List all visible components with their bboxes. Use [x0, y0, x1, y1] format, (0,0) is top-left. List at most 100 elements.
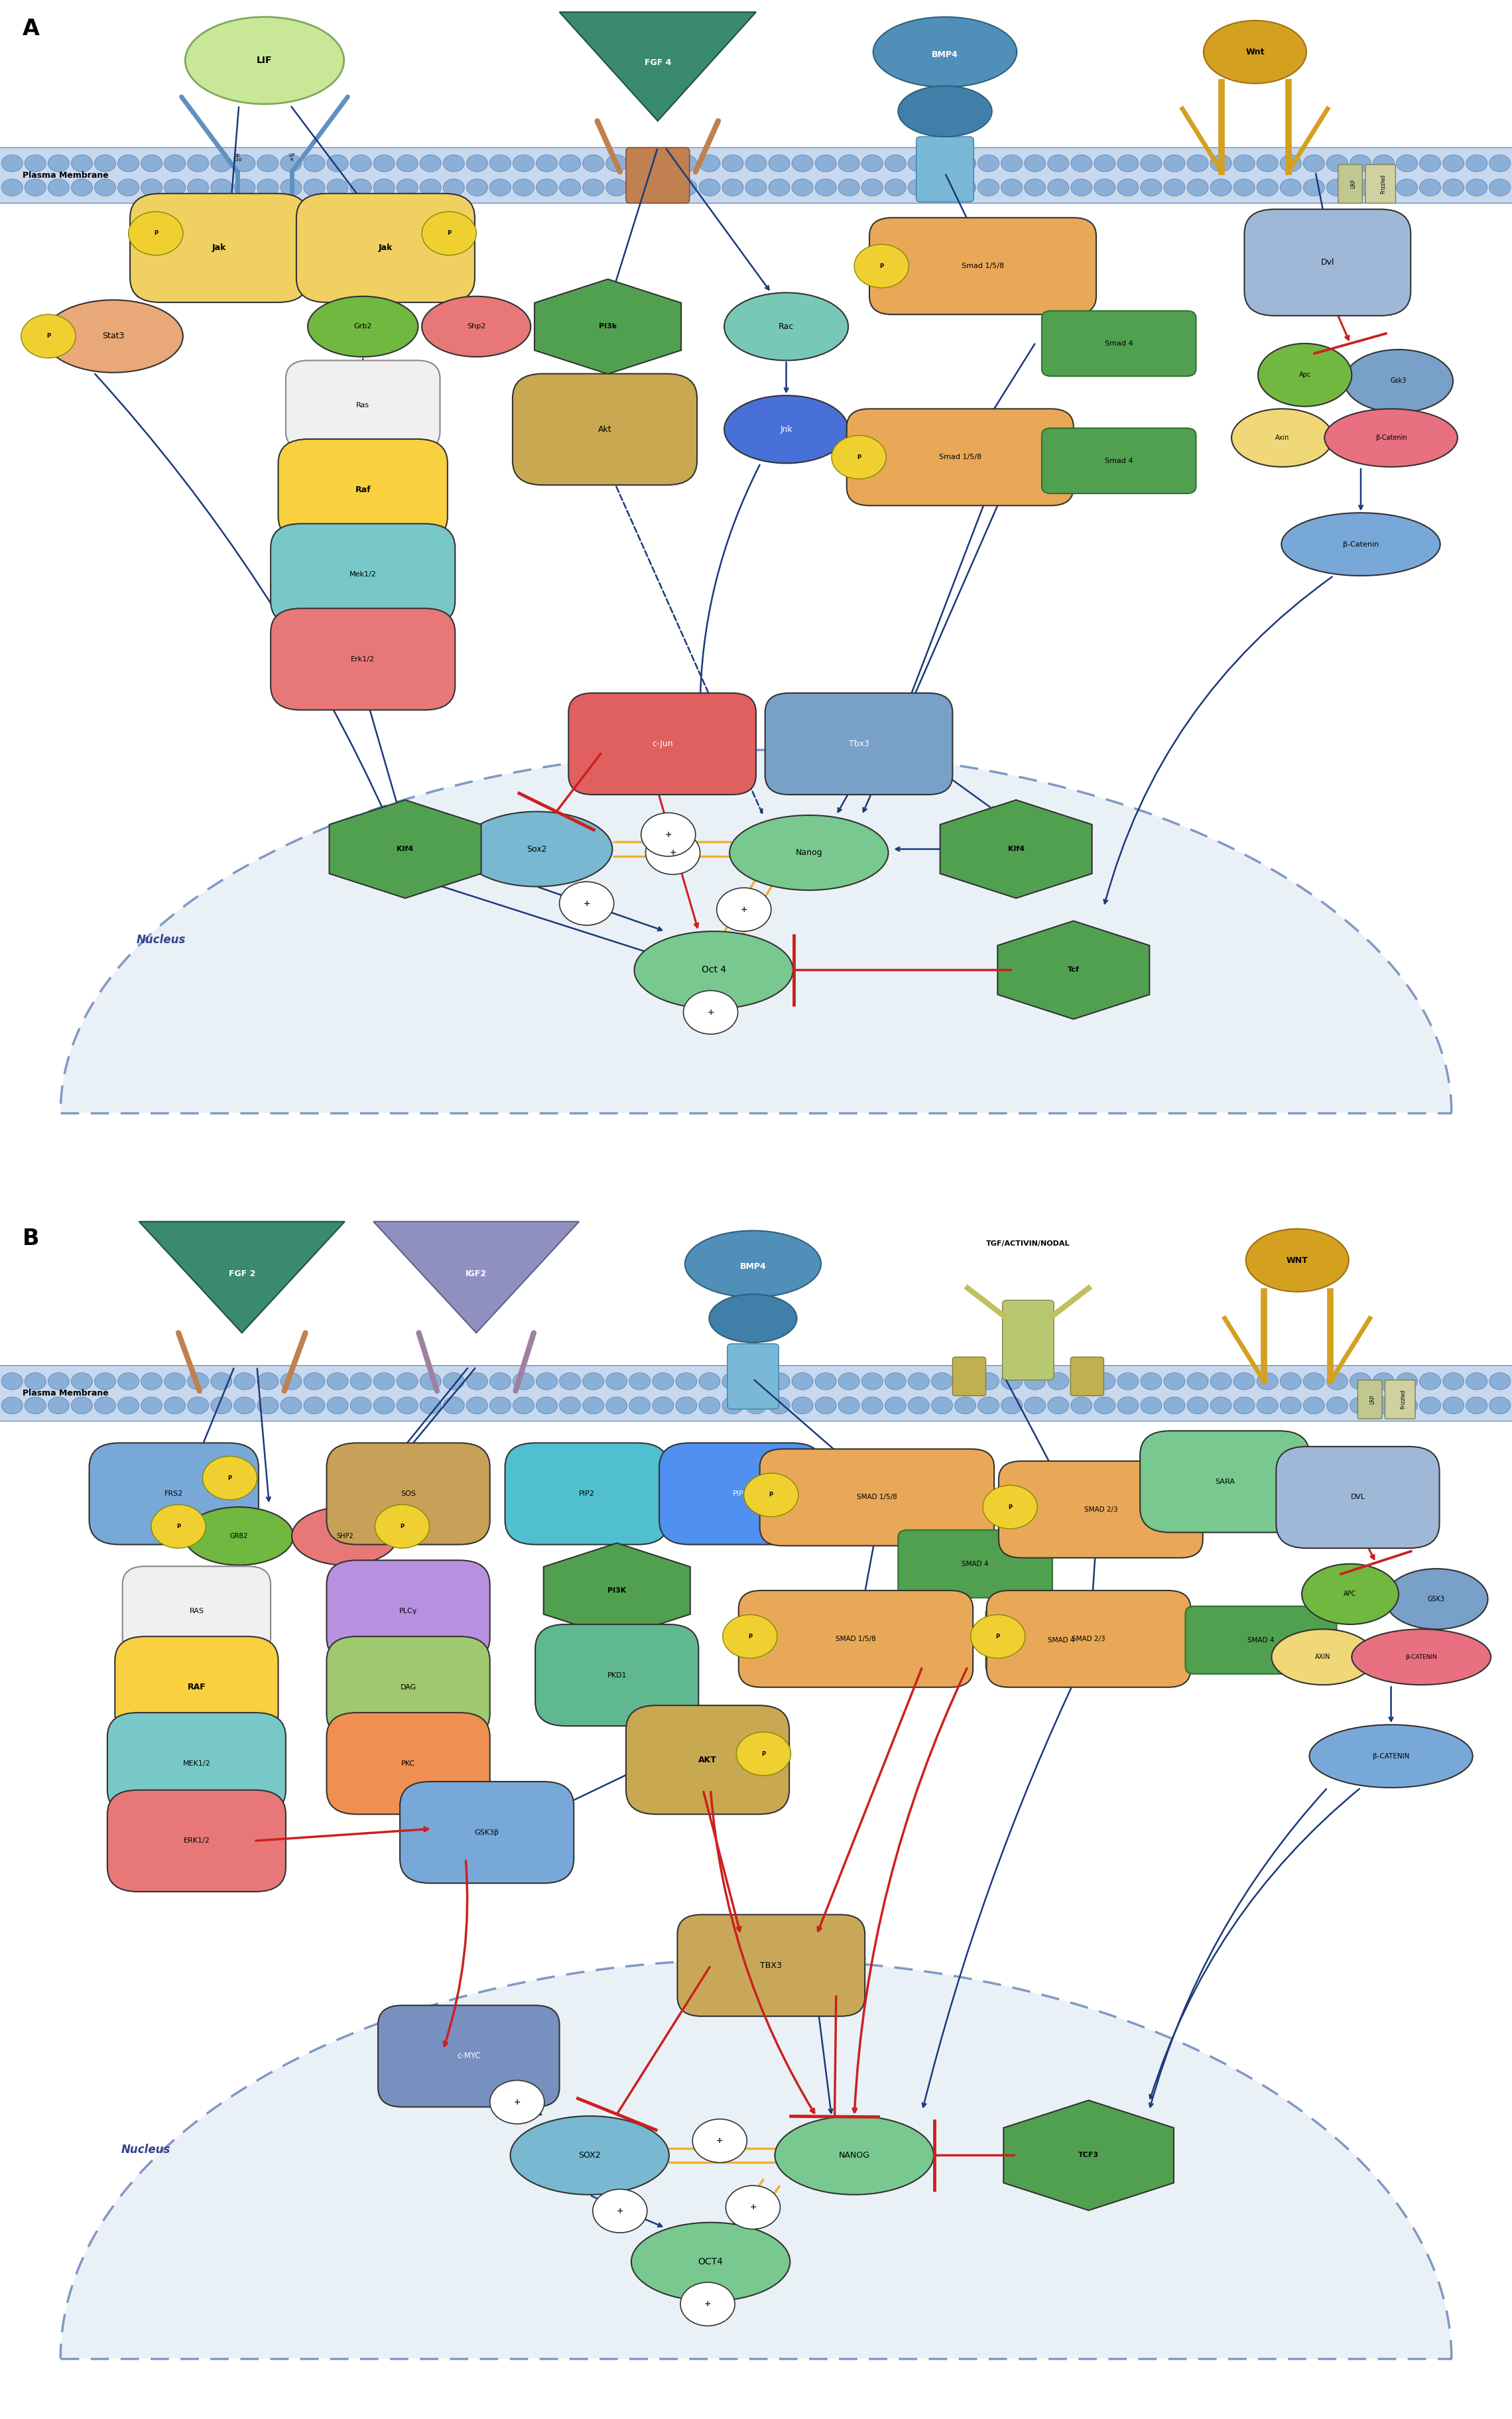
Ellipse shape [292, 1507, 398, 1565]
Circle shape [838, 155, 859, 172]
Text: Axin: Axin [1275, 435, 1290, 440]
Circle shape [606, 155, 627, 172]
Circle shape [2, 179, 23, 196]
Text: Mek1/2: Mek1/2 [349, 571, 376, 578]
FancyBboxPatch shape [327, 1713, 490, 1814]
Text: Smad 1/5/8: Smad 1/5/8 [939, 455, 981, 460]
Text: GRB2: GRB2 [230, 1534, 248, 1538]
Text: SMAD 4: SMAD 4 [962, 1560, 989, 1568]
Circle shape [1210, 155, 1231, 172]
Text: SOX2: SOX2 [579, 2150, 600, 2160]
Circle shape [1467, 1374, 1488, 1389]
Circle shape [1420, 1374, 1441, 1389]
FancyBboxPatch shape [1042, 428, 1196, 493]
Circle shape [2, 155, 23, 172]
Circle shape [373, 1374, 395, 1389]
Circle shape [537, 1398, 558, 1415]
Polygon shape [139, 1222, 345, 1333]
Polygon shape [60, 750, 1452, 1113]
Text: P: P [748, 1633, 751, 1640]
Circle shape [978, 179, 999, 196]
Circle shape [210, 1398, 231, 1415]
Ellipse shape [685, 1231, 821, 1297]
Circle shape [281, 1398, 302, 1415]
FancyBboxPatch shape [898, 1529, 1052, 1599]
Circle shape [281, 179, 302, 196]
Circle shape [723, 1398, 744, 1415]
Circle shape [885, 155, 906, 172]
Circle shape [1256, 155, 1278, 172]
FancyBboxPatch shape [759, 1449, 995, 1546]
Circle shape [1397, 1374, 1418, 1389]
Ellipse shape [1352, 1630, 1491, 1684]
Text: PI3K: PI3K [608, 1587, 626, 1594]
Circle shape [1373, 179, 1394, 196]
Circle shape [304, 1398, 325, 1415]
Circle shape [2, 1398, 23, 1415]
Text: BMP4: BMP4 [931, 51, 959, 58]
Text: Klf4: Klf4 [396, 847, 414, 851]
Circle shape [466, 155, 488, 172]
Text: +: + [514, 2097, 520, 2107]
FancyBboxPatch shape [513, 375, 697, 486]
Circle shape [1117, 179, 1139, 196]
Circle shape [559, 1374, 581, 1389]
Text: DVL: DVL [1350, 1495, 1365, 1500]
Ellipse shape [1246, 1229, 1349, 1292]
Circle shape [513, 1398, 534, 1415]
Circle shape [466, 1374, 488, 1389]
Circle shape [129, 210, 183, 254]
Circle shape [327, 179, 348, 196]
Circle shape [582, 155, 603, 172]
Circle shape [629, 179, 650, 196]
Circle shape [1070, 155, 1092, 172]
Circle shape [909, 1374, 930, 1389]
Text: Gsk3: Gsk3 [1391, 377, 1406, 385]
Text: SMAD 4: SMAD 4 [1048, 1638, 1075, 1643]
Circle shape [1001, 155, 1022, 172]
FancyBboxPatch shape [1338, 164, 1362, 203]
Circle shape [537, 1374, 558, 1389]
Circle shape [513, 155, 534, 172]
Polygon shape [535, 278, 680, 375]
Circle shape [726, 2187, 780, 2230]
Circle shape [885, 1398, 906, 1415]
Circle shape [815, 1398, 836, 1415]
Circle shape [71, 155, 92, 172]
Circle shape [1164, 1398, 1185, 1415]
Text: +: + [665, 830, 671, 839]
Text: Apc: Apc [1299, 373, 1311, 377]
Text: P: P [770, 1493, 773, 1497]
Circle shape [1140, 155, 1161, 172]
Text: c-Jun: c-Jun [652, 740, 673, 747]
FancyBboxPatch shape [1070, 1357, 1104, 1396]
Text: APC: APC [1344, 1592, 1356, 1597]
Circle shape [768, 179, 789, 196]
Circle shape [490, 1374, 511, 1389]
Circle shape [971, 1616, 1025, 1659]
Text: GSK3β: GSK3β [475, 1829, 499, 1836]
Circle shape [745, 1398, 767, 1415]
Circle shape [1303, 179, 1325, 196]
Circle shape [1442, 155, 1464, 172]
Circle shape [1048, 1398, 1069, 1415]
Circle shape [1326, 155, 1347, 172]
Circle shape [862, 179, 883, 196]
Circle shape [351, 1398, 372, 1415]
Ellipse shape [307, 298, 417, 358]
Text: P: P [47, 334, 50, 339]
Circle shape [909, 155, 930, 172]
Text: Jnk: Jnk [780, 426, 792, 433]
Circle shape [94, 179, 116, 196]
Circle shape [1234, 1398, 1255, 1415]
Text: A: A [23, 19, 39, 41]
FancyBboxPatch shape [659, 1442, 823, 1546]
Circle shape [862, 155, 883, 172]
Ellipse shape [724, 293, 848, 360]
Circle shape [629, 155, 650, 172]
Circle shape [629, 1374, 650, 1389]
Circle shape [118, 1398, 139, 1415]
Text: ERK1/2: ERK1/2 [183, 1838, 210, 1843]
Circle shape [606, 179, 627, 196]
Circle shape [396, 1398, 417, 1415]
